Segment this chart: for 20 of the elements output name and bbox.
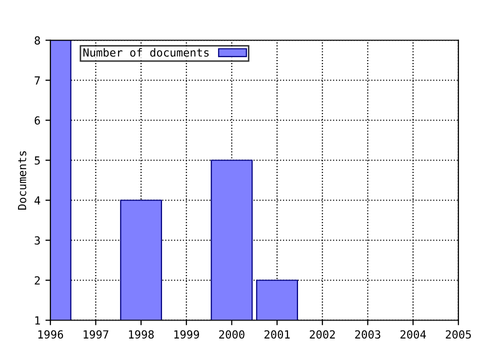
x-tick-label: 2002 <box>310 330 335 339</box>
y-tick-label: 7 <box>34 76 40 84</box>
y-tick-label: 5 <box>34 156 40 165</box>
x-tick-label: 1998 <box>129 330 154 339</box>
y-tick-label: 2 <box>34 276 40 284</box>
y-tick-label: 4 <box>34 196 40 204</box>
x-tick-label: 2004 <box>400 330 426 339</box>
y-tick-label: 6 <box>34 116 40 125</box>
y-axis-title: Documents <box>18 151 26 210</box>
y-tick-label: 1 <box>35 316 40 324</box>
x-tick-label: 1997 <box>84 330 108 339</box>
x-tick-label: 2005 <box>446 330 471 339</box>
x-tick-label: 2003 <box>355 330 380 339</box>
x-tick-label: 2001 <box>264 330 290 339</box>
x-tick-label: 1996 <box>38 330 64 339</box>
x-tick-label: 2000 <box>219 330 244 339</box>
x-tick-label: 1999 <box>174 330 200 339</box>
y-tick-label: 8 <box>34 36 40 45</box>
legend-label: Number of documents <box>83 48 209 57</box>
y-tick-label: 3 <box>34 236 40 245</box>
